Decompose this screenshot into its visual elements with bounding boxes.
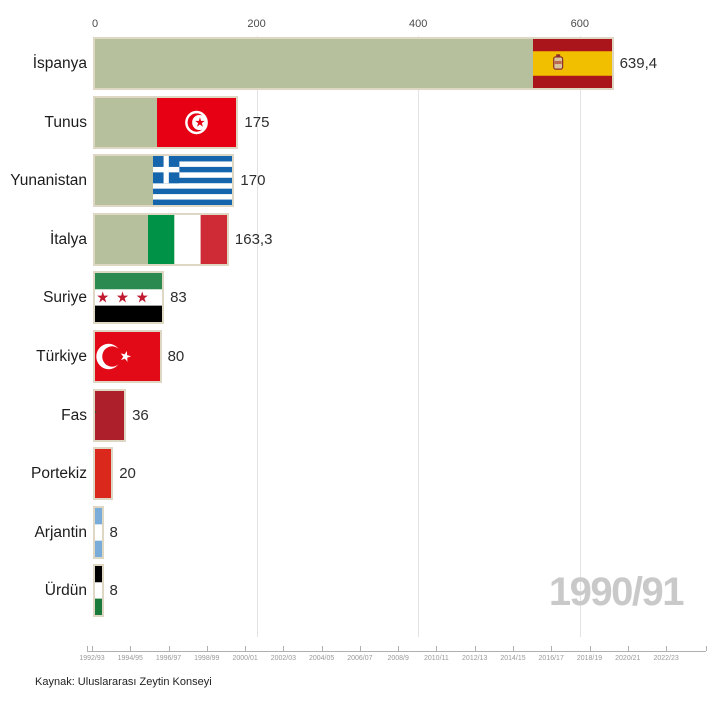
timeline-tick-label: 2004/05 — [308, 655, 335, 662]
italy-flag-icon — [147, 214, 227, 264]
bar-value-label: 163,3 — [234, 230, 273, 248]
syria-flag-icon — [95, 273, 163, 323]
timeline-tick-label: 2006/07 — [347, 655, 373, 662]
country-label: Yunanistan — [10, 172, 87, 190]
timeline-end-tick — [706, 646, 707, 651]
timeline-tick-label: 1992/93 — [79, 655, 105, 662]
timeline-tick-label: 2008/9 — [387, 655, 409, 662]
source-caption: Kaynak: Uluslararası Zeytin Konseyi — [35, 676, 212, 688]
portugal-flag-icon — [95, 449, 112, 499]
timeline-tick — [474, 646, 476, 651]
greece-flag-icon — [153, 156, 233, 206]
country-label: Türkiye — [36, 348, 87, 365]
axis-tick-label: 400 — [409, 18, 428, 30]
timeline-tick — [436, 646, 438, 651]
timeline-tick-label: 2010/11 — [423, 655, 449, 662]
bar-value-label: 20 — [119, 465, 136, 483]
axis-tick-label: 600 — [570, 18, 589, 30]
current-season-label: 1990/91 — [548, 570, 685, 614]
timeline-tick — [283, 646, 285, 651]
jordan-flag-icon — [95, 566, 102, 616]
timeline-tick — [321, 646, 323, 651]
morocco-flag-icon — [95, 390, 125, 440]
country-label: Fas — [61, 406, 87, 424]
country-label: İtalya — [49, 230, 87, 248]
tunisia-flag-icon — [157, 97, 237, 147]
axis-tick-label: 200 — [247, 18, 266, 30]
country-bar — [95, 566, 102, 616]
country-label: Tunus — [44, 113, 87, 131]
bar-value-label: 80 — [167, 348, 185, 365]
timeline-tick-label: 1998/99 — [194, 655, 220, 662]
argentina-flag-icon — [95, 507, 102, 557]
country-bar — [95, 390, 125, 440]
country-label: Portekiz — [31, 465, 87, 483]
bar-value-label: 175 — [244, 113, 270, 131]
timeline-tick-label: 2016/17 — [538, 655, 564, 662]
country-bar — [95, 97, 237, 147]
country-bar — [95, 156, 233, 206]
country-bar — [95, 507, 102, 557]
timeline-tick-label: 2002/03 — [270, 655, 297, 662]
timeline-tick — [92, 646, 93, 651]
axis-tick-label: 0 — [91, 18, 99, 30]
bar-value-label: 36 — [132, 406, 149, 424]
bar-value-label: 83 — [170, 289, 187, 307]
timeline-tick — [206, 646, 208, 651]
gridline — [256, 36, 258, 637]
timeline-axis-line — [87, 651, 706, 652]
bar-value-label: 170 — [240, 172, 266, 190]
gridline — [579, 36, 581, 637]
timeline-tick-label: 1996/97 — [155, 655, 182, 662]
gridline — [418, 36, 420, 637]
timeline-tick — [589, 646, 591, 651]
timeline-tick — [359, 646, 361, 651]
timeline-tick — [627, 646, 629, 651]
timeline-tick-label: 2018/19 — [576, 655, 603, 662]
timeline-tick — [666, 646, 668, 651]
country-label: Suriye — [43, 289, 87, 307]
country-bar — [95, 39, 612, 88]
timeline-tick — [398, 646, 400, 651]
timeline-tick — [168, 646, 170, 651]
spain-flag-icon — [532, 39, 612, 88]
timeline-tick — [245, 646, 247, 651]
country-bar — [95, 214, 227, 264]
bar-value-label: 639,4 — [619, 55, 658, 72]
timeline-tick — [513, 646, 514, 651]
timeline-tick-label: 1994/95 — [117, 655, 143, 662]
timeline-tick — [551, 646, 553, 651]
timeline-tick-label: 2014/15 — [500, 655, 526, 662]
timeline-end-tick — [87, 646, 88, 651]
timeline-tick-label: 2020/21 — [615, 655, 641, 662]
bar-value-label: 8 — [109, 582, 118, 600]
timeline-tick-label: 2012/13 — [462, 655, 488, 662]
country-bar — [95, 449, 112, 499]
country-bar — [95, 273, 163, 323]
country-label: İspanya — [32, 55, 87, 72]
country-label: Arjantin — [34, 523, 87, 541]
timeline-tick-label: 2022/23 — [653, 655, 679, 662]
timeline-tick — [130, 646, 132, 651]
country-bar — [95, 332, 160, 381]
turkey-flag-icon — [95, 332, 160, 381]
bar-value-label: 8 — [109, 523, 118, 541]
timeline-tick-label: 2000/01 — [232, 655, 258, 662]
country-label: Ürdün — [44, 582, 87, 600]
